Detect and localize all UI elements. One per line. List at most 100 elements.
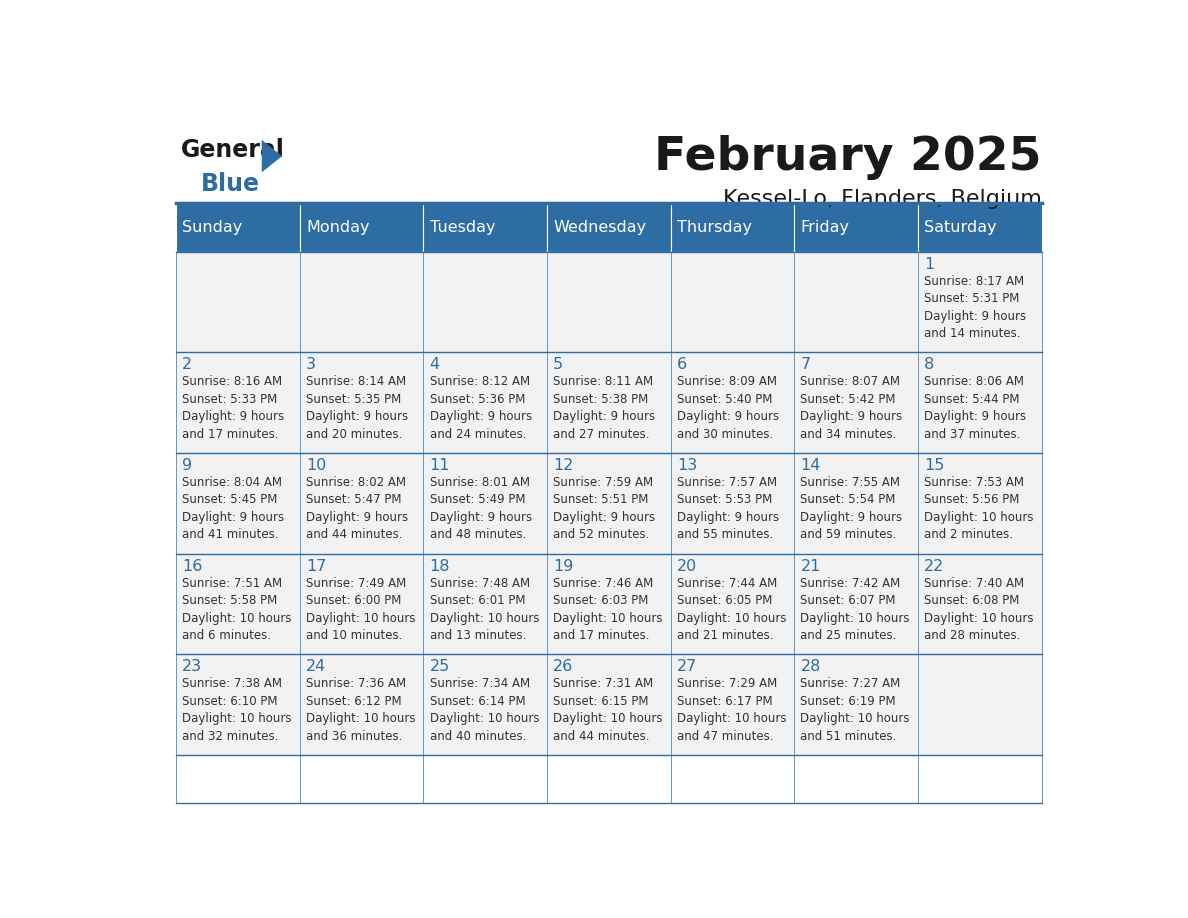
Text: 28: 28 (801, 659, 821, 674)
Bar (176, 204, 299, 252)
Bar (795, 655, 918, 755)
Text: 27: 27 (677, 659, 697, 674)
Text: Blue: Blue (201, 173, 260, 196)
Bar (176, 554, 299, 655)
Text: 14: 14 (801, 458, 821, 473)
Text: Sunrise: 7:49 AM
Sunset: 6:00 PM
Daylight: 10 hours
and 10 minutes.: Sunrise: 7:49 AM Sunset: 6:00 PM Dayligh… (307, 577, 416, 643)
Bar (546, 353, 671, 453)
Bar (671, 252, 795, 353)
Text: Sunrise: 8:09 AM
Sunset: 5:40 PM
Daylight: 9 hours
and 30 minutes.: Sunrise: 8:09 AM Sunset: 5:40 PM Dayligh… (677, 375, 779, 441)
Bar (546, 204, 671, 252)
Text: 7: 7 (801, 357, 810, 372)
Bar (918, 353, 1042, 453)
Bar (795, 204, 918, 252)
Text: Sunrise: 7:42 AM
Sunset: 6:07 PM
Daylight: 10 hours
and 25 minutes.: Sunrise: 7:42 AM Sunset: 6:07 PM Dayligh… (801, 577, 910, 643)
Bar (423, 252, 546, 353)
Text: Tuesday: Tuesday (430, 220, 495, 235)
Text: Sunrise: 8:02 AM
Sunset: 5:47 PM
Daylight: 9 hours
and 44 minutes.: Sunrise: 8:02 AM Sunset: 5:47 PM Dayligh… (307, 476, 407, 542)
Text: Friday: Friday (801, 220, 849, 235)
Text: Sunrise: 8:04 AM
Sunset: 5:45 PM
Daylight: 9 hours
and 41 minutes.: Sunrise: 8:04 AM Sunset: 5:45 PM Dayligh… (182, 476, 284, 542)
Text: Thursday: Thursday (677, 220, 752, 235)
Text: 25: 25 (430, 659, 450, 674)
Text: 20: 20 (677, 558, 697, 574)
Bar (176, 252, 299, 353)
Text: Sunrise: 7:59 AM
Sunset: 5:51 PM
Daylight: 9 hours
and 52 minutes.: Sunrise: 7:59 AM Sunset: 5:51 PM Dayligh… (554, 476, 656, 542)
Text: 26: 26 (554, 659, 574, 674)
Text: General: General (181, 139, 285, 162)
Text: Saturday: Saturday (924, 220, 997, 235)
Text: Sunrise: 7:51 AM
Sunset: 5:58 PM
Daylight: 10 hours
and 6 minutes.: Sunrise: 7:51 AM Sunset: 5:58 PM Dayligh… (182, 577, 292, 643)
Text: Sunrise: 7:40 AM
Sunset: 6:08 PM
Daylight: 10 hours
and 28 minutes.: Sunrise: 7:40 AM Sunset: 6:08 PM Dayligh… (924, 577, 1034, 643)
Text: Kessel-Lo, Flanders, Belgium: Kessel-Lo, Flanders, Belgium (722, 189, 1042, 209)
Text: Sunrise: 7:48 AM
Sunset: 6:01 PM
Daylight: 10 hours
and 13 minutes.: Sunrise: 7:48 AM Sunset: 6:01 PM Dayligh… (430, 577, 539, 643)
Bar (546, 554, 671, 655)
Text: 6: 6 (677, 357, 687, 372)
Text: Sunrise: 8:17 AM
Sunset: 5:31 PM
Daylight: 9 hours
and 14 minutes.: Sunrise: 8:17 AM Sunset: 5:31 PM Dayligh… (924, 274, 1026, 341)
Text: Sunrise: 8:16 AM
Sunset: 5:33 PM
Daylight: 9 hours
and 17 minutes.: Sunrise: 8:16 AM Sunset: 5:33 PM Dayligh… (182, 375, 284, 441)
Text: 23: 23 (182, 659, 202, 674)
Bar (918, 655, 1042, 755)
Text: Sunrise: 7:36 AM
Sunset: 6:12 PM
Daylight: 10 hours
and 36 minutes.: Sunrise: 7:36 AM Sunset: 6:12 PM Dayligh… (307, 677, 416, 743)
Bar (671, 353, 795, 453)
Text: 4: 4 (430, 357, 440, 372)
Text: 9: 9 (182, 458, 192, 473)
Text: 11: 11 (430, 458, 450, 473)
Bar (176, 655, 299, 755)
Text: Sunrise: 7:38 AM
Sunset: 6:10 PM
Daylight: 10 hours
and 32 minutes.: Sunrise: 7:38 AM Sunset: 6:10 PM Dayligh… (182, 677, 292, 743)
Text: 8: 8 (924, 357, 935, 372)
Text: Sunrise: 8:11 AM
Sunset: 5:38 PM
Daylight: 9 hours
and 27 minutes.: Sunrise: 8:11 AM Sunset: 5:38 PM Dayligh… (554, 375, 656, 441)
Text: Sunday: Sunday (182, 220, 242, 235)
Text: 17: 17 (307, 558, 327, 574)
Text: February 2025: February 2025 (655, 135, 1042, 180)
Text: 15: 15 (924, 458, 944, 473)
Text: Sunrise: 7:44 AM
Sunset: 6:05 PM
Daylight: 10 hours
and 21 minutes.: Sunrise: 7:44 AM Sunset: 6:05 PM Dayligh… (677, 577, 786, 643)
Text: Sunrise: 8:06 AM
Sunset: 5:44 PM
Daylight: 9 hours
and 37 minutes.: Sunrise: 8:06 AM Sunset: 5:44 PM Dayligh… (924, 375, 1026, 441)
Bar (918, 453, 1042, 554)
Bar (546, 453, 671, 554)
Text: 2: 2 (182, 357, 192, 372)
Bar (423, 204, 546, 252)
Bar (176, 453, 299, 554)
Text: 13: 13 (677, 458, 697, 473)
Text: 16: 16 (182, 558, 203, 574)
Text: Sunrise: 8:07 AM
Sunset: 5:42 PM
Daylight: 9 hours
and 34 minutes.: Sunrise: 8:07 AM Sunset: 5:42 PM Dayligh… (801, 375, 903, 441)
Bar (546, 252, 671, 353)
Bar (299, 453, 423, 554)
Bar (299, 353, 423, 453)
Text: Sunrise: 7:53 AM
Sunset: 5:56 PM
Daylight: 10 hours
and 2 minutes.: Sunrise: 7:53 AM Sunset: 5:56 PM Dayligh… (924, 476, 1034, 542)
Text: Sunrise: 7:34 AM
Sunset: 6:14 PM
Daylight: 10 hours
and 40 minutes.: Sunrise: 7:34 AM Sunset: 6:14 PM Dayligh… (430, 677, 539, 743)
Text: 1: 1 (924, 256, 935, 272)
Text: 12: 12 (554, 458, 574, 473)
Text: Sunrise: 7:55 AM
Sunset: 5:54 PM
Daylight: 9 hours
and 59 minutes.: Sunrise: 7:55 AM Sunset: 5:54 PM Dayligh… (801, 476, 903, 542)
Bar (795, 554, 918, 655)
Bar (299, 204, 423, 252)
Text: Sunrise: 8:12 AM
Sunset: 5:36 PM
Daylight: 9 hours
and 24 minutes.: Sunrise: 8:12 AM Sunset: 5:36 PM Dayligh… (430, 375, 532, 441)
Text: 18: 18 (430, 558, 450, 574)
Bar (795, 453, 918, 554)
Text: 5: 5 (554, 357, 563, 372)
Bar (423, 353, 546, 453)
Bar (671, 554, 795, 655)
Text: Sunrise: 7:31 AM
Sunset: 6:15 PM
Daylight: 10 hours
and 44 minutes.: Sunrise: 7:31 AM Sunset: 6:15 PM Dayligh… (554, 677, 663, 743)
Bar (671, 204, 795, 252)
Bar (918, 204, 1042, 252)
Bar (918, 554, 1042, 655)
Bar (918, 252, 1042, 353)
Text: 22: 22 (924, 558, 944, 574)
Text: Monday: Monday (307, 220, 369, 235)
Bar (671, 655, 795, 755)
Bar (299, 655, 423, 755)
Bar (423, 554, 546, 655)
Text: 24: 24 (307, 659, 327, 674)
Text: 10: 10 (307, 458, 327, 473)
Text: Sunrise: 7:29 AM
Sunset: 6:17 PM
Daylight: 10 hours
and 47 minutes.: Sunrise: 7:29 AM Sunset: 6:17 PM Dayligh… (677, 677, 786, 743)
Bar (546, 655, 671, 755)
Bar (795, 252, 918, 353)
Bar (299, 252, 423, 353)
Text: 3: 3 (307, 357, 316, 372)
Bar (795, 353, 918, 453)
Text: Sunrise: 7:27 AM
Sunset: 6:19 PM
Daylight: 10 hours
and 51 minutes.: Sunrise: 7:27 AM Sunset: 6:19 PM Dayligh… (801, 677, 910, 743)
Bar (423, 453, 546, 554)
Text: Sunrise: 7:57 AM
Sunset: 5:53 PM
Daylight: 9 hours
and 55 minutes.: Sunrise: 7:57 AM Sunset: 5:53 PM Dayligh… (677, 476, 779, 542)
Bar (299, 554, 423, 655)
